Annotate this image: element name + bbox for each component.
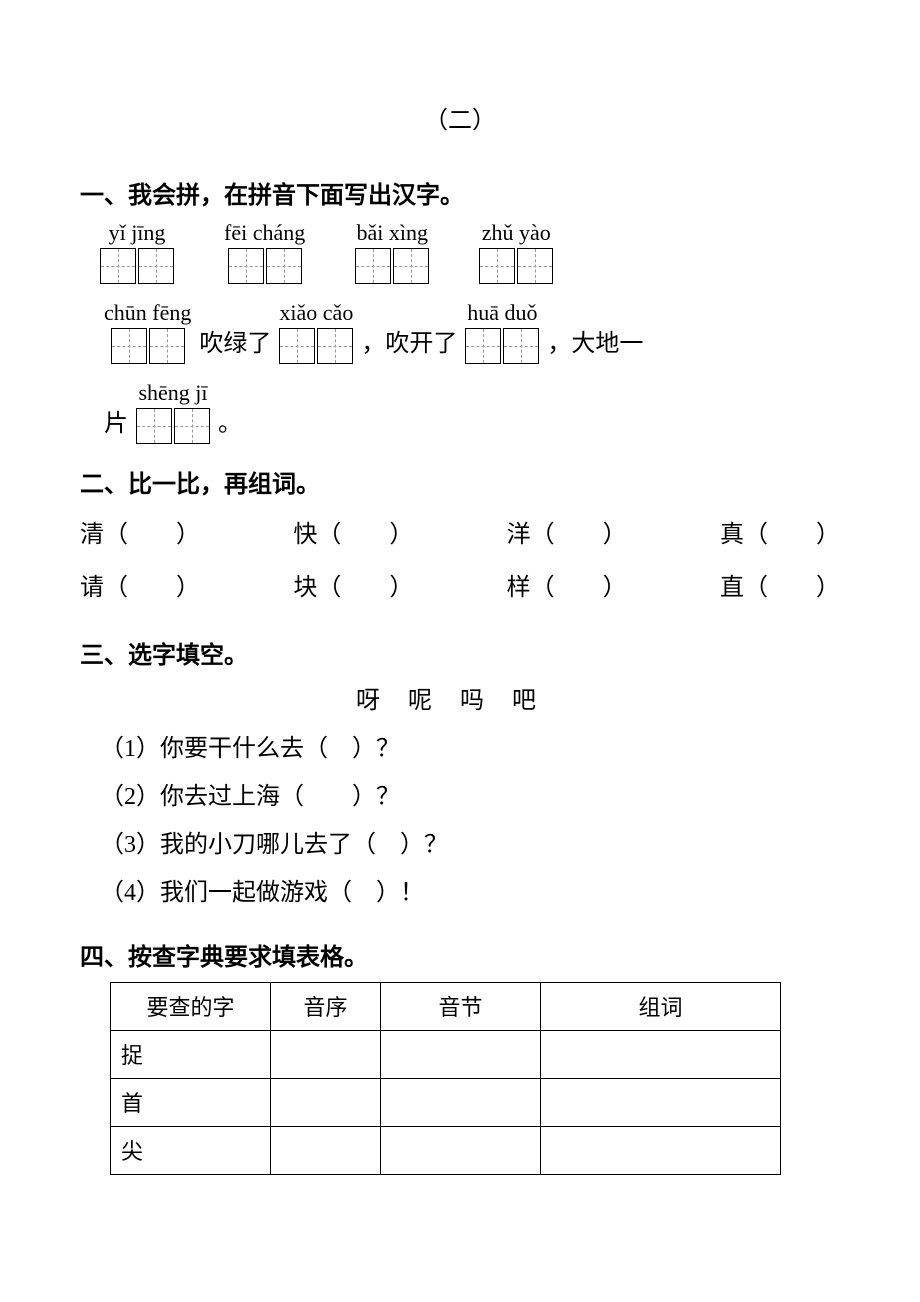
- compare-item: 洋（ ）: [507, 509, 627, 562]
- compare-item: 快（ ）: [293, 509, 413, 562]
- section-3: 三、选字填空。 呀呢吗吧 （1）你要干什么去（ ）？ （2）你去过上海（ ）？ …: [80, 635, 840, 917]
- pinyin-group: fēi cháng: [224, 220, 305, 284]
- compare-item: 样（ ）: [507, 562, 627, 615]
- pinyin-group: yǐ jīng: [100, 220, 174, 284]
- compare-row: 请（ ） 块（ ） 样（ ） 直（ ）: [80, 562, 840, 615]
- pinyin-group: bǎi xìng: [355, 220, 429, 284]
- tianzi-box: [149, 328, 185, 364]
- table-row: 首: [111, 1078, 781, 1126]
- table-row: 尖: [111, 1126, 781, 1174]
- tianzi-box: [228, 248, 264, 284]
- compare-row: 清（ ） 快（ ） 洋（ ） 真（ ）: [80, 509, 840, 562]
- fill-line: （3）我的小刀哪儿去了（ ）？: [100, 821, 840, 869]
- pinyin-text: chūn fēng: [104, 300, 191, 326]
- table-cell: [381, 1078, 541, 1126]
- table-cell: 捉: [111, 1030, 271, 1078]
- pinyin-group: shēng jī: [136, 380, 210, 444]
- page-title: （二）: [80, 100, 840, 135]
- pinyin-row-2: chūn fēng 吹绿了 xiǎo cǎo ，吹开了 huā duǒ ，大地一: [100, 300, 840, 364]
- tianzi-box: [136, 408, 172, 444]
- table-cell: 尖: [111, 1126, 271, 1174]
- tianzi-box: [465, 328, 501, 364]
- table-cell: [541, 1126, 781, 1174]
- compare-item: 块（ ）: [293, 562, 413, 615]
- table-cell: [381, 1126, 541, 1174]
- pinyin-text: huā duǒ: [467, 300, 537, 326]
- pinyin-text: xiǎo cǎo: [279, 300, 353, 326]
- tianzi-box: [100, 248, 136, 284]
- section-3-heading: 三、选字填空。: [80, 635, 840, 670]
- table-row: 捉: [111, 1030, 781, 1078]
- table-cell: [541, 1030, 781, 1078]
- tianzi-box: [279, 328, 315, 364]
- tianzi-box: [517, 248, 553, 284]
- table-cell: [271, 1030, 381, 1078]
- pinyin-group: chūn fēng: [104, 300, 191, 364]
- pinyin-text: zhǔ yào: [482, 220, 551, 246]
- sentence-text: 片: [104, 403, 128, 444]
- tianzi-box: [111, 328, 147, 364]
- fill-options: 呀呢吗吧: [80, 680, 840, 715]
- tianzi-box: [393, 248, 429, 284]
- table-header-row: 要查的字 音序 音节 组词: [111, 982, 781, 1030]
- section-1: 一、我会拼，在拼音下面写出汉字。 yǐ jīng fēi cháng bǎi x…: [80, 175, 840, 444]
- tianzi-box: [503, 328, 539, 364]
- pinyin-group: zhǔ yào: [479, 220, 553, 284]
- table-header: 音节: [381, 982, 541, 1030]
- pinyin-text: fēi cháng: [224, 220, 305, 246]
- fill-line: （4）我们一起做游戏（ ）！: [100, 869, 840, 917]
- table-header: 组词: [541, 982, 781, 1030]
- tianzi-box: [355, 248, 391, 284]
- sentence-text: ，大地一: [547, 323, 643, 364]
- tianzi-box: [266, 248, 302, 284]
- tianzi-box: [174, 408, 210, 444]
- tianzi-box: [138, 248, 174, 284]
- section-4: 四、按查字典要求填表格。 要查的字 音序 音节 组词 捉 首 尖: [80, 937, 840, 1175]
- dict-table: 要查的字 音序 音节 组词 捉 首 尖: [110, 982, 781, 1175]
- fill-line: （1）你要干什么去（ ）？: [100, 725, 840, 773]
- table-cell: [381, 1030, 541, 1078]
- compare-item: 请（ ）: [80, 562, 200, 615]
- table-cell: 首: [111, 1078, 271, 1126]
- table-header: 音序: [271, 982, 381, 1030]
- pinyin-text: bǎi xìng: [356, 220, 428, 246]
- pinyin-group: huā duǒ: [465, 300, 539, 364]
- pinyin-text: yǐ jīng: [109, 220, 166, 246]
- compare-item: 真（ ）: [720, 509, 840, 562]
- fill-line: （2）你去过上海（ ）？: [100, 773, 840, 821]
- table-header: 要查的字: [111, 982, 271, 1030]
- section-2: 二、比一比，再组词。 清（ ） 快（ ） 洋（ ） 真（ ） 请（ ） 块（ ）…: [80, 464, 840, 615]
- compare-item: 直（ ）: [720, 562, 840, 615]
- section-1-heading: 一、我会拼，在拼音下面写出汉字。: [80, 175, 840, 210]
- compare-item: 清（ ）: [80, 509, 200, 562]
- section-4-heading: 四、按查字典要求填表格。: [80, 937, 840, 972]
- table-cell: [541, 1078, 781, 1126]
- tianzi-box: [479, 248, 515, 284]
- tianzi-box: [317, 328, 353, 364]
- sentence-text: 吹绿了: [199, 323, 271, 364]
- pinyin-row-1: yǐ jīng fēi cháng bǎi xìng zhǔ yào: [100, 220, 840, 284]
- sentence-text: 。: [218, 403, 242, 444]
- section-2-heading: 二、比一比，再组词。: [80, 464, 840, 499]
- sentence-text: ，吹开了: [361, 323, 457, 364]
- pinyin-text: shēng jī: [138, 380, 207, 406]
- table-cell: [271, 1126, 381, 1174]
- table-cell: [271, 1078, 381, 1126]
- pinyin-row-3: 片 shēng jī 。: [100, 380, 840, 444]
- pinyin-group: xiǎo cǎo: [279, 300, 353, 364]
